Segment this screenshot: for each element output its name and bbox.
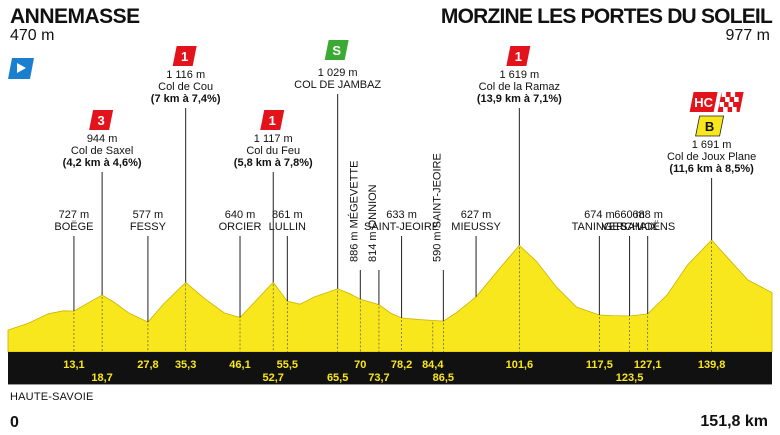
sprint-name: COL DE JAMBAZ xyxy=(294,79,381,91)
climb-altitude: 1 117 m xyxy=(254,133,293,145)
finish-flag-square xyxy=(725,97,730,102)
km-mark-label: 35,3 xyxy=(175,359,196,371)
climb-detail: (4,2 km à 4,6%) xyxy=(63,157,142,169)
climb-name: Col de la Ramaz xyxy=(479,81,560,93)
climb-detail: (13,9 km à 7,1%) xyxy=(477,93,562,105)
km-mark-label: 86,5 xyxy=(433,372,454,384)
finish-flag-square xyxy=(719,102,725,107)
vertical-place-label: 590 m SAINT-JEOIRE xyxy=(431,153,443,262)
bonus-badge-label: B xyxy=(705,119,714,134)
place-name: SAINT-JEOIRE xyxy=(364,221,439,233)
vertical-place-label: 814 m ONNION xyxy=(367,184,379,262)
finish-town: MORZINE LES PORTES DU SOLEIL xyxy=(440,5,773,28)
climb-category-badge xyxy=(260,110,285,130)
profile-area xyxy=(7,239,773,353)
finish-altitude: 977 m xyxy=(725,27,770,44)
place-name: MIEUSSY xyxy=(451,221,501,233)
climb-category-badge xyxy=(506,46,531,66)
place-altitude: 640 m xyxy=(225,209,256,221)
km-mark-label: 123,5 xyxy=(616,372,644,384)
km-mark-label: 46,1 xyxy=(229,359,250,371)
km-total-label: 151,8 km xyxy=(700,413,768,430)
km-mark-label: 139,8 xyxy=(698,359,726,371)
climb-category-label: 1 xyxy=(515,49,522,64)
place-altitude: 688 m xyxy=(632,209,663,221)
sprint-badge xyxy=(324,40,349,60)
km-mark-label: 127,1 xyxy=(634,359,662,371)
km-mark-label: 65,5 xyxy=(327,372,348,384)
km-mark-label: 70 xyxy=(354,359,366,371)
km-mark-label: 27,8 xyxy=(137,359,158,371)
climb-category-badge xyxy=(172,46,197,66)
sprint-altitude: 1 029 m xyxy=(318,67,358,79)
place-altitude: 861 m xyxy=(272,209,303,221)
place-altitude: 627 m xyxy=(461,209,492,221)
climb-category-label: 3 xyxy=(97,113,104,128)
climb-category-badge xyxy=(89,110,114,130)
km-mark-label: 18,7 xyxy=(91,372,112,384)
climb-category-label: HC xyxy=(694,95,713,110)
climb-name: Col de Saxel xyxy=(71,145,133,157)
region-label: HAUTE-SAVOIE xyxy=(10,391,94,403)
climb-detail: (11,6 km à 8,5%) xyxy=(669,163,754,175)
km-mark-label: 117,5 xyxy=(586,359,613,371)
bonus-badge xyxy=(695,115,725,137)
climb-altitude: 944 m xyxy=(87,133,118,145)
start-altitude: 470 m xyxy=(10,27,55,44)
place-altitude: 633 m xyxy=(386,209,417,221)
km-mark-label: 78,2 xyxy=(391,359,412,371)
place-name: TANINGES xyxy=(572,221,627,233)
climb-name: Col du Feu xyxy=(246,145,300,157)
climb-detail: (5,8 km à 7,8%) xyxy=(234,157,313,169)
km-start-label: 0 xyxy=(10,414,19,431)
climb-category-label: 1 xyxy=(181,49,188,64)
km-band xyxy=(8,352,772,384)
km-mark-label: 52,7 xyxy=(263,372,284,384)
vertical-place-label: 886 m MÉGEVETTE xyxy=(347,161,360,262)
start-flag-arrow-icon xyxy=(17,63,26,73)
climb-detail: (7 km à 7,4%) xyxy=(151,93,221,105)
climb-altitude: 1 619 m xyxy=(499,69,539,81)
place-name: BOËGE xyxy=(54,221,93,233)
finish-flag-square xyxy=(723,107,728,112)
place-altitude: 660 m xyxy=(614,209,645,221)
finish-flag-square xyxy=(730,92,736,97)
finish-flag-square xyxy=(721,92,727,97)
km-mark-label: 13,1 xyxy=(63,359,84,371)
place-name: ORCIER xyxy=(219,221,262,233)
climb-category-label: 1 xyxy=(269,113,276,128)
place-name: FESSY xyxy=(130,221,167,233)
climb-altitude: 1 691 m xyxy=(692,139,732,151)
climb-name: Col de Cou xyxy=(158,81,213,93)
place-altitude: 674 m xyxy=(584,209,615,221)
place-altitude: 577 m xyxy=(133,209,164,221)
finish-flag-square xyxy=(728,102,734,107)
finish-flag-square xyxy=(732,107,737,112)
finish-flag-square xyxy=(734,97,739,102)
km-mark-label: 55,5 xyxy=(277,359,298,371)
sprint-badge-label: S xyxy=(332,43,341,58)
place-name: VERCHAIX xyxy=(601,221,658,233)
km-mark-label: 101,6 xyxy=(506,359,534,371)
hc-climb-badge xyxy=(689,92,718,112)
start-town: ANNEMASSE xyxy=(10,5,140,28)
place-name: LULLIN xyxy=(269,221,306,233)
climb-name: Col de Joux Plane xyxy=(667,151,756,163)
place-name: SAMOËNS xyxy=(620,221,675,233)
place-altitude: 727 m xyxy=(59,209,90,221)
climb-altitude: 1 116 m xyxy=(166,69,205,81)
checkered-finish-flag-icon xyxy=(717,92,744,112)
km-mark-label: 84,4 xyxy=(422,359,444,371)
km-mark-label: 73,7 xyxy=(368,372,389,384)
